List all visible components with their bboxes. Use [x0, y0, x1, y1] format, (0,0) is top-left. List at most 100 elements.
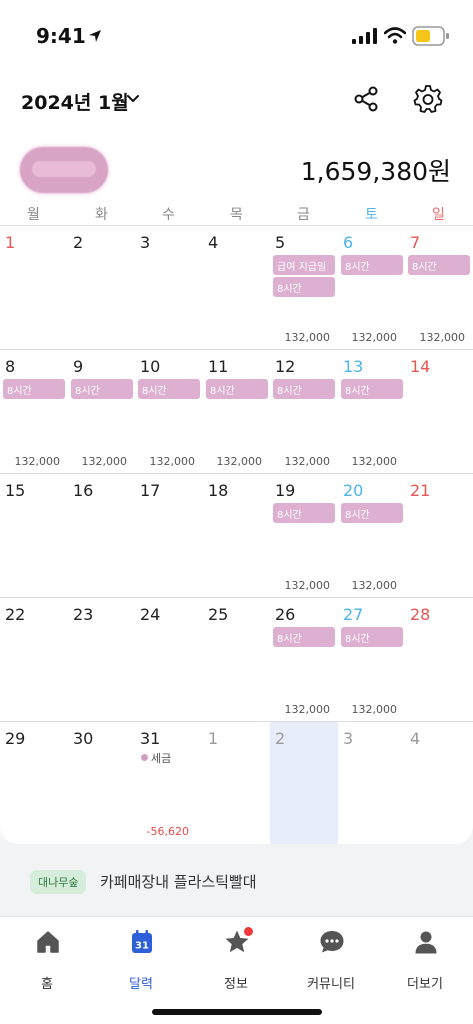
day-number: 25	[208, 605, 229, 624]
calendar-icon-text: 31	[135, 941, 149, 952]
tax-entry[interactable]: 세금	[141, 750, 171, 766]
shift-tag[interactable]: 8시간	[206, 379, 268, 399]
tab-calendar[interactable]: 31 달력	[94, 929, 188, 992]
day-cell[interactable]: 3	[338, 722, 405, 844]
day-number: 24	[140, 605, 161, 624]
shift-tag[interactable]: 8시간	[341, 627, 403, 647]
weekday-label: 금	[297, 207, 310, 223]
daily-amount: -56,620	[146, 825, 189, 838]
day-number: 4	[410, 729, 421, 748]
notification-dot	[244, 927, 253, 936]
day-number: 4	[208, 233, 219, 252]
banner-text[interactable]: 카페매장내 플라스틱빨대	[100, 873, 257, 891]
day-cell[interactable]: 18	[203, 474, 270, 598]
community-banner[interactable]: 대나무숲 카페매장내 플라스틱빨대	[0, 850, 473, 912]
day-number: 26	[275, 605, 296, 624]
day-cell[interactable]: 11 8시간 132,000	[203, 350, 270, 474]
daily-amount: 132,000	[351, 455, 398, 468]
day-cell[interactable]: 22	[0, 598, 68, 722]
day-cell[interactable]: 13 8시간 132,000	[338, 350, 405, 474]
day-cell[interactable]: 4	[405, 722, 473, 844]
day-cell[interactable]: 17	[135, 474, 203, 598]
day-cell[interactable]: 29	[0, 722, 68, 844]
day-cell[interactable]: 2	[68, 226, 135, 350]
day-cell[interactable]: 20 8시간 132,000	[338, 474, 405, 598]
weekday-label: 월	[27, 207, 40, 223]
daily-amount: 132,000	[351, 331, 398, 344]
day-number: 3	[140, 233, 151, 252]
shift-tag[interactable]: 8시간	[273, 277, 335, 297]
shift-tag[interactable]: 8시간	[408, 255, 470, 275]
daily-amount: 132,000	[419, 331, 466, 344]
day-number: 11	[208, 357, 229, 376]
day-number: 9	[73, 357, 84, 376]
shift-tag[interactable]: 8시간	[273, 627, 335, 647]
day-number: 29	[5, 729, 26, 748]
day-cell[interactable]: 16	[68, 474, 135, 598]
shift-tag[interactable]: 8시간	[341, 255, 403, 275]
home-indicator[interactable]	[152, 1009, 322, 1015]
cellular-signal-icon	[352, 28, 377, 44]
shift-tag[interactable]: 8시간	[273, 503, 335, 523]
day-number: 1	[208, 729, 219, 748]
day-cell[interactable]: 15	[0, 474, 68, 598]
shift-tag[interactable]: 8시간	[138, 379, 200, 399]
share-icon[interactable]	[352, 85, 380, 113]
day-cell[interactable]: 6 8시간 132,000	[338, 226, 405, 350]
day-cell[interactable]: 1	[0, 226, 68, 350]
day-cell[interactable]: 4	[203, 226, 270, 350]
day-number: 5	[275, 233, 286, 252]
week-row: 8 8시간 132,000 9 8시간 132,000 10 8시간 132,000 11 8시간 1…	[0, 350, 473, 474]
day-cell[interactable]: 8 8시간 132,000	[0, 350, 68, 474]
day-number: 27	[343, 605, 364, 624]
shift-tag[interactable]: 8시간	[3, 379, 65, 399]
day-cell[interactable]: 3	[135, 226, 203, 350]
day-cell[interactable]: 14	[405, 350, 473, 474]
day-cell[interactable]: 31 세금 -56,620	[135, 722, 203, 844]
day-cell[interactable]: 12 8시간 132,000	[270, 350, 338, 474]
shift-tag[interactable]: 8시간	[341, 503, 403, 523]
tab-more[interactable]: 더보기	[378, 929, 472, 992]
chevron-down-icon[interactable]	[125, 91, 141, 107]
day-number: 15	[5, 481, 26, 500]
calendar-icon: 31	[132, 930, 152, 953]
day-number: 8	[5, 357, 16, 376]
shift-tag[interactable]: 급여 지급일	[273, 255, 335, 275]
shift-tag[interactable]: 8시간	[71, 379, 133, 399]
location-arrow-icon	[89, 30, 101, 42]
day-cell[interactable]: 2	[270, 722, 338, 844]
daily-amount: 132,000	[284, 579, 331, 592]
day-cell[interactable]: 25	[203, 598, 270, 722]
tab-label-community: 커뮤니티	[307, 977, 355, 992]
day-cell[interactable]: 30	[68, 722, 135, 844]
day-number: 18	[208, 481, 229, 500]
day-cell[interactable]: 19 8시간 132,000	[270, 474, 338, 598]
shift-tag[interactable]: 8시간	[273, 379, 335, 399]
day-number: 13	[343, 357, 364, 376]
daily-amount: 132,000	[284, 703, 331, 716]
day-cell[interactable]: 21	[405, 474, 473, 598]
day-cell[interactable]: 23	[68, 598, 135, 722]
tab-info[interactable]: 정보	[189, 929, 283, 992]
day-cell[interactable]: 24	[135, 598, 203, 722]
day-cell[interactable]: 27 8시간 132,000	[338, 598, 405, 722]
shift-tag[interactable]: 8시간	[341, 379, 403, 399]
day-cell[interactable]: 1	[203, 722, 270, 844]
tab-label-info: 정보	[224, 977, 248, 992]
day-cell[interactable]: 26 8시간 132,000	[270, 598, 338, 722]
daily-amount: 132,000	[351, 703, 398, 716]
day-cell[interactable]: 28	[405, 598, 473, 722]
person-icon	[415, 931, 437, 954]
tab-home[interactable]: 홈	[0, 929, 94, 992]
wifi-icon	[384, 27, 406, 44]
day-cell[interactable]: 5 급여 지급일 8시간 132,000	[270, 226, 338, 350]
tab-community[interactable]: 커뮤니티	[284, 929, 378, 992]
week-row: 1 2 3 4 5 급여 지급일 8시간 132,000 6 8시간 132,000 7 8시간 132,…	[0, 226, 473, 350]
day-cell[interactable]: 7 8시간 132,000	[405, 226, 473, 350]
day-cell[interactable]: 9 8시간 132,000	[68, 350, 135, 474]
day-cell[interactable]: 10 8시간 132,000	[135, 350, 203, 474]
monthly-total-amount: 1,659,380원	[300, 157, 451, 186]
month-title[interactable]: 2024년 1월	[21, 92, 129, 114]
gear-icon[interactable]	[413, 84, 443, 114]
